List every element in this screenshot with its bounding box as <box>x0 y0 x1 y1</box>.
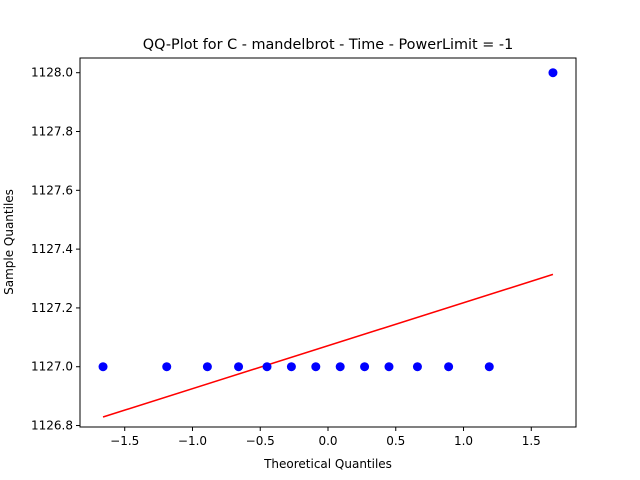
y-tick-label: 1128.0 <box>31 66 73 80</box>
data-point <box>234 362 244 372</box>
points-layer <box>98 68 558 372</box>
fit-line-layer <box>102 273 554 418</box>
y-tick-label: 1127.2 <box>31 301 73 315</box>
data-point <box>286 362 296 372</box>
y-tick-label: 1127.0 <box>31 360 73 374</box>
x-axis: −1.5 −1.0 −0.5 0.0 0.5 1.0 1.5 <box>110 427 541 448</box>
y-tick-label: 1127.6 <box>31 183 73 197</box>
data-point <box>98 362 108 372</box>
x-tick-label: −0.5 <box>246 434 275 448</box>
data-point <box>412 362 422 372</box>
data-point <box>484 362 494 372</box>
data-point <box>162 362 172 372</box>
y-tick-label: 1126.8 <box>31 419 73 433</box>
fit-line <box>102 273 554 418</box>
x-tick-label: 0.5 <box>386 434 405 448</box>
y-axis: 1126.8 1127.0 1127.2 1127.4 1127.6 1127.8 1128… <box>31 66 80 433</box>
data-point <box>335 362 345 372</box>
chart-title: QQ-Plot for C - mandelbrot - Time - Powe… <box>143 37 513 53</box>
y-axis-title: Sample Quantiles <box>2 189 16 295</box>
data-point <box>548 68 558 78</box>
data-point <box>384 362 394 372</box>
x-tick-label: 1.5 <box>522 434 541 448</box>
data-point <box>262 362 272 372</box>
x-tick-label: 0.0 <box>318 434 337 448</box>
x-tick-label: −1.5 <box>110 434 139 448</box>
data-point <box>311 362 321 372</box>
y-tick-label: 1127.8 <box>31 125 73 139</box>
x-tick-label: −1.0 <box>178 434 207 448</box>
data-point <box>444 362 454 372</box>
data-point <box>202 362 212 372</box>
x-tick-label: 1.0 <box>454 434 473 448</box>
y-tick-label: 1127.4 <box>31 242 73 256</box>
x-axis-title: Theoretical Quantiles <box>263 457 392 471</box>
data-point <box>360 362 370 372</box>
